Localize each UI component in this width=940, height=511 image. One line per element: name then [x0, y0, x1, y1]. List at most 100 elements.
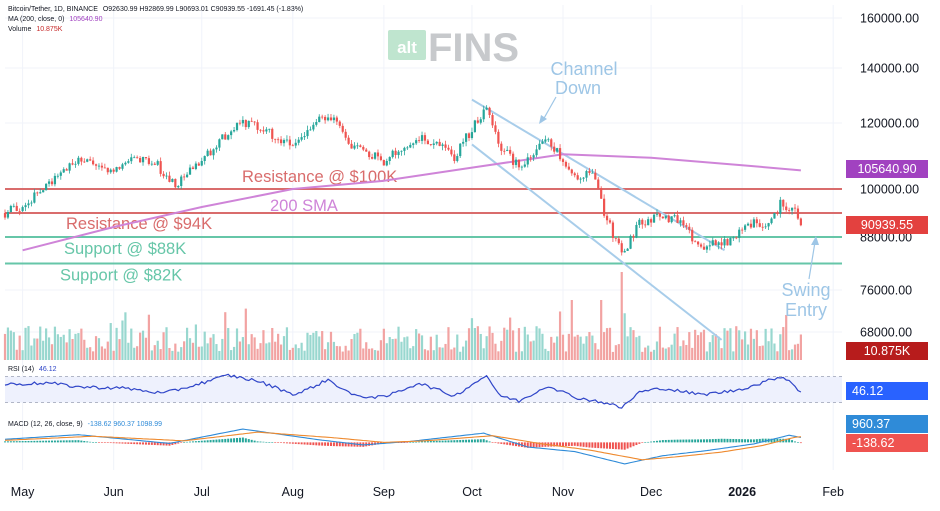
- month-tick-label-9: Feb: [822, 485, 844, 499]
- volume-bar-123: [365, 342, 368, 360]
- volume-bar-20: [62, 334, 65, 360]
- candle-body-136: [403, 147, 406, 151]
- volume-bar-225: [664, 348, 667, 360]
- candle-body-258: [761, 226, 764, 228]
- macd-hist-bar-113: [335, 442, 338, 447]
- candle-body-51: [153, 163, 156, 165]
- macd-hist-bar-149: [441, 440, 444, 443]
- candle-body-173: [511, 153, 515, 165]
- macd-hist-bar-82: [244, 438, 247, 443]
- candle-body-251: [741, 229, 744, 231]
- legend-macd-row: MACD (12, 26, close, 9) -138.62 960.37 1…: [8, 421, 162, 428]
- volume-bar-270: [796, 343, 800, 360]
- macd-hist-bar-253: [747, 439, 750, 443]
- candle-body-35: [106, 167, 109, 173]
- macd-hist-bar-191: [564, 442, 567, 447]
- candle-body-171: [506, 149, 509, 151]
- macd-hist-bar-203: [600, 442, 603, 449]
- candle-body-184: [544, 139, 547, 142]
- volume-bar-219: [647, 345, 650, 360]
- candle-body-114: [338, 121, 341, 126]
- macd-hist-bar-144: [426, 441, 429, 443]
- volume-bar-178: [526, 334, 529, 360]
- macd-hist-bar-96: [285, 442, 288, 444]
- volume-bar-113: [335, 346, 338, 360]
- macd-hist-bar-196: [579, 442, 582, 447]
- candle-body-91: [271, 128, 274, 139]
- volume-bar-103: [306, 332, 309, 360]
- macd-hist-bar-104: [309, 442, 312, 445]
- macd-hist-bar-166: [491, 442, 494, 443]
- candle-body-151: [447, 147, 450, 150]
- candle-body-32: [97, 165, 101, 167]
- macd-hist-bar-236: [697, 439, 700, 443]
- volume-bar-102: [303, 350, 306, 360]
- macd-hist-bar-43: [130, 442, 133, 444]
- candle-body-156: [462, 141, 465, 144]
- volume-bar-228: [673, 333, 676, 360]
- macd-hist-bar-27: [83, 440, 86, 443]
- macd-hist-bar-244: [720, 438, 723, 443]
- macd-hist-bar-181: [535, 442, 538, 448]
- volume-bar-1: [6, 327, 10, 360]
- macd-hist-bar-112: [332, 442, 335, 447]
- volume-value-badge: 10.875K: [846, 342, 928, 360]
- candle-body-246: [726, 239, 729, 246]
- month-tick-label-3: Aug: [282, 485, 304, 499]
- candle-body-165: [488, 107, 491, 116]
- volume-bar-63: [188, 338, 192, 360]
- macd-hist-bar-103: [306, 442, 309, 445]
- volume-bar-263: [776, 351, 779, 360]
- volume-bar-5: [18, 335, 21, 360]
- volume-bar-264: [779, 334, 782, 360]
- macd-hist-bar-8: [27, 440, 30, 443]
- macd-hist-bar-161: [476, 439, 479, 443]
- rsi-line: [4, 373, 802, 409]
- macd-hist-bar-245: [723, 438, 726, 443]
- candle-body-197: [582, 177, 585, 179]
- volume-bar-79: [235, 328, 239, 360]
- candle-body-67: [200, 160, 203, 166]
- volume-bar-191: [564, 351, 568, 360]
- macd-hist-bar-156: [462, 439, 465, 443]
- macd-hist-bar-266: [785, 438, 788, 443]
- volume-bar-3: [12, 332, 15, 360]
- candle-body-107: [318, 116, 321, 123]
- macd-hist-bar-34: [103, 442, 106, 443]
- candle-body-69: [206, 150, 209, 157]
- macd-hist-bar-233: [688, 439, 691, 443]
- volume-bar-239: [705, 351, 709, 360]
- macd-hist-bar-230: [679, 439, 682, 443]
- candle-body-149: [441, 144, 444, 146]
- macd-hist-bar-50: [150, 442, 153, 445]
- macd-hist-bar-210: [620, 442, 623, 450]
- volume-bar-183: [541, 333, 544, 360]
- candle-body-113: [335, 117, 338, 122]
- macd-hist-bar-54: [162, 442, 165, 446]
- volume-bar-53: [159, 349, 162, 360]
- macd-hist-bar-145: [429, 441, 432, 443]
- volume-bar-231: [682, 340, 685, 360]
- macd-hist-bar-116: [344, 442, 347, 447]
- candle-body-85: [253, 121, 256, 123]
- candle-body-190: [561, 159, 565, 162]
- volume-bar-153: [453, 347, 456, 360]
- candle-body-152: [450, 149, 453, 155]
- macd-hist-bar-18: [56, 440, 59, 443]
- candle-body-103: [306, 130, 309, 137]
- candle-body-4: [15, 205, 18, 212]
- candle-body-126: [373, 152, 377, 159]
- candle-body-17: [53, 175, 57, 185]
- volume-bar-33: [100, 346, 104, 360]
- macd-hist-bar-189: [559, 442, 562, 447]
- volume-bar-30: [92, 351, 95, 360]
- candle-body-108: [321, 116, 324, 118]
- volume-bar-144: [426, 350, 430, 360]
- macd-hist-bar-163: [482, 439, 485, 443]
- ma-200-line: 200 SMA: [22, 153, 801, 252]
- volume-bar-135: [400, 341, 403, 360]
- rsi-pane: [4, 373, 842, 409]
- volume-bar-120: [356, 332, 359, 360]
- candle-body-1: [6, 212, 10, 218]
